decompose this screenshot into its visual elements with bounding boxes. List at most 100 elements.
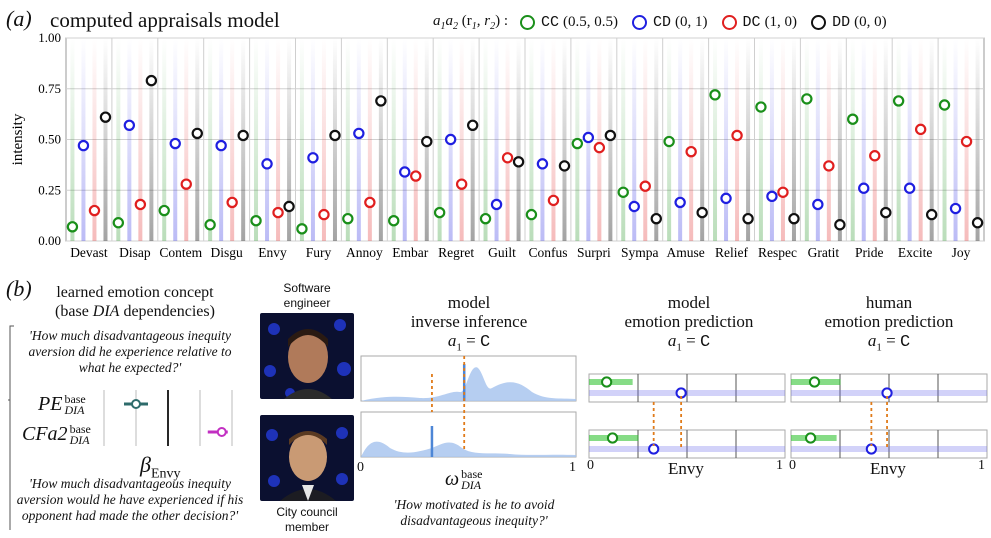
x-tick-label: Respec	[758, 245, 797, 260]
y-tick-label: 0.50	[38, 132, 61, 147]
density-streak	[621, 38, 626, 241]
point-dc	[134, 198, 147, 211]
density-streak	[632, 38, 637, 241]
chart-gridlines	[65, 37, 985, 242]
human-prediction-title: human emotion prediction a1 = C	[824, 293, 954, 354]
concept-title-line2: (base DIA dependencies)	[55, 303, 215, 320]
point-cc	[204, 219, 216, 231]
point-dc	[639, 180, 651, 192]
density-streak	[826, 38, 831, 241]
point-dc	[364, 196, 376, 209]
portrait-city-council-member	[260, 415, 354, 501]
x-tick-label: Excite	[898, 245, 932, 260]
point-dc	[318, 208, 330, 221]
panel-a-letter: (a)	[6, 6, 32, 31]
panel-a-title: computed appraisals model	[50, 8, 280, 32]
density-streak	[529, 38, 534, 241]
cfa-label: CFa2 base DIA	[22, 422, 91, 448]
legend-item-cc: CC (0.5, 0.5)	[520, 14, 618, 31]
x-tick-label: Pride	[855, 245, 884, 260]
legend-code-cd: CD	[653, 14, 672, 31]
point-cc	[755, 101, 767, 113]
inverse-axis-1: 1	[569, 460, 576, 475]
y-tick-label: 0.75	[38, 81, 61, 96]
point-dd	[512, 156, 525, 168]
density-streak	[162, 38, 167, 241]
point-cc	[250, 214, 262, 227]
x-tick-label: Confus	[528, 245, 567, 260]
model-axis-1: 1	[776, 458, 783, 473]
density-streak	[883, 38, 888, 241]
density-streak	[713, 38, 718, 241]
point-dd	[191, 127, 203, 140]
point-dd	[283, 200, 295, 213]
point-dc	[731, 129, 743, 142]
pe-marker	[131, 399, 141, 409]
point-dd	[650, 212, 662, 225]
point-dd	[237, 129, 249, 142]
point-cd	[307, 152, 319, 164]
point-cc	[617, 186, 629, 198]
model-pred-blue-band	[589, 390, 785, 396]
density-streak	[321, 38, 326, 241]
beta-label: βEnvy	[140, 452, 181, 482]
point-dc	[823, 160, 835, 172]
model-axis-0: 0	[587, 458, 594, 473]
point-cd	[812, 198, 824, 211]
point-dd	[329, 129, 341, 142]
point-cc	[342, 212, 354, 225]
density-streak	[505, 38, 510, 241]
legend-item-dc: DC (1, 0)	[721, 14, 797, 31]
legend-marker-cc	[520, 15, 536, 30]
y-tick-label: 1.00	[38, 30, 61, 45]
point-cd	[949, 202, 962, 215]
x-tick-label: Envy	[258, 245, 287, 260]
density-streak	[195, 38, 200, 241]
photo-top-caption: Software engineer	[283, 281, 331, 310]
density-streak	[791, 38, 796, 241]
chart-axis: 0.00 0.25 0.50 0.75 1.00 intensity Devast Disap…	[10, 30, 971, 260]
point-cc	[296, 223, 308, 235]
density-streak	[678, 38, 683, 241]
point-dd	[558, 160, 571, 172]
human-pred-green-point	[808, 376, 821, 388]
model-prediction-title: model emotion prediction a1 = C	[624, 293, 754, 354]
inverse-axis-0: 0	[357, 460, 364, 475]
density-streak	[299, 38, 304, 241]
density-streak	[459, 38, 464, 241]
density-streak	[483, 38, 488, 241]
point-dc	[272, 206, 284, 219]
point-cd	[582, 131, 595, 144]
density-streak	[769, 38, 774, 241]
portrait-software-engineer	[260, 313, 354, 399]
x-tick-label: Surpri	[577, 245, 611, 260]
inverse-density-top	[361, 367, 576, 401]
density-streak	[562, 38, 567, 241]
density-streak	[138, 38, 143, 241]
density-streak	[929, 38, 934, 241]
density-streak	[310, 38, 315, 241]
human-pred-blue-band	[791, 446, 987, 452]
point-cc	[66, 221, 79, 233]
pe-label: PE base DIA	[38, 392, 86, 418]
density-streak	[116, 38, 121, 241]
density-streak	[780, 38, 785, 241]
x-tick-label: Amuse	[667, 245, 705, 260]
quote-counterfactual: 'How much disadvantageous inequity avers…	[16, 476, 244, 523]
x-tick-label: Disgu	[211, 245, 244, 260]
point-dd	[421, 135, 433, 148]
point-cc	[388, 214, 400, 227]
density-streak	[815, 38, 820, 241]
density-streak	[219, 38, 224, 241]
x-tick-label: Devast	[70, 245, 108, 260]
y-tick-label: 0.25	[38, 182, 61, 197]
point-dc	[914, 123, 927, 136]
density-streak	[643, 38, 648, 241]
density-streak	[402, 38, 407, 241]
density-streak	[287, 38, 292, 241]
density-streak	[208, 38, 213, 241]
density-streak	[254, 38, 259, 241]
point-cd	[215, 139, 227, 152]
density-streak	[149, 38, 154, 241]
density-streak	[230, 38, 235, 241]
